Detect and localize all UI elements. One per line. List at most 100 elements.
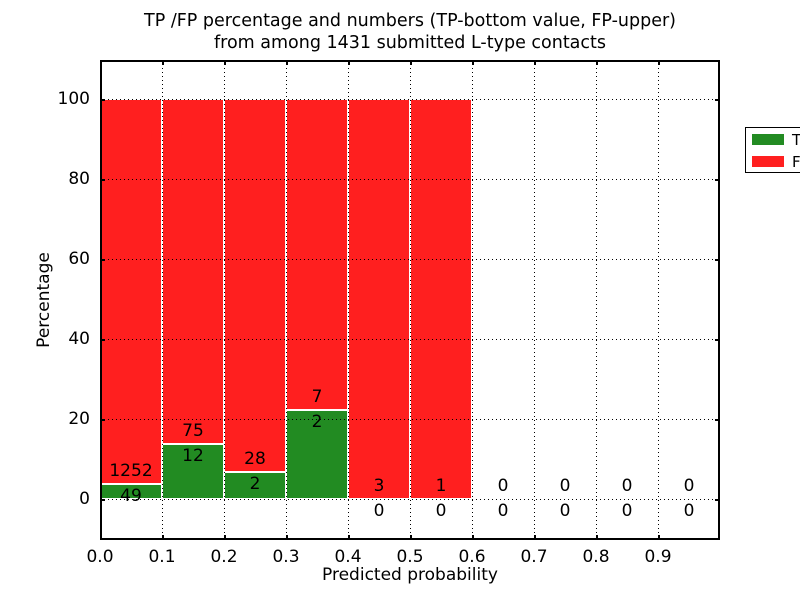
tp-count-label: 2 xyxy=(249,474,261,495)
tp-count-label: 0 xyxy=(435,501,447,521)
x-tick-mark xyxy=(472,535,474,540)
vertical-gridline xyxy=(534,60,535,540)
tp-count-label: 2 xyxy=(311,412,323,433)
x-tick-mark-top xyxy=(658,60,660,65)
y-tick-label: 40 xyxy=(68,329,90,349)
x-tick-label: 0.6 xyxy=(458,547,486,567)
x-tick-label: 0.0 xyxy=(86,547,114,567)
chart-title-line2: from among 1431 submitted L-type contact… xyxy=(213,33,607,53)
y-tick-mark xyxy=(100,339,105,341)
tp-count-label: 0 xyxy=(621,501,633,521)
x-tick-mark-top xyxy=(596,60,598,65)
x-tick-mark xyxy=(286,535,288,540)
y-tick-mark-right xyxy=(715,99,720,101)
horizontal-gridline xyxy=(100,339,720,340)
y-tick-label: 0 xyxy=(79,489,90,509)
legend-label-fp: FP xyxy=(792,152,800,171)
legend-label-tp: TP xyxy=(792,130,800,149)
fp-count-label: 7 xyxy=(311,387,323,408)
chart-title: TP /FP percentage and numbers (TP-bottom… xyxy=(90,10,730,54)
x-tick-mark-top xyxy=(162,60,164,65)
x-tick-mark-top xyxy=(286,60,288,65)
tp-count-label: 0 xyxy=(559,501,571,521)
legend: TP FP xyxy=(745,127,800,173)
tp-count-label: 49 xyxy=(120,485,142,506)
y-tick-mark-right xyxy=(715,339,720,341)
y-tick-label: 20 xyxy=(68,409,90,429)
x-tick-label: 0.9 xyxy=(644,547,672,567)
y-tick-mark xyxy=(100,499,105,501)
fp-count-label: 0 xyxy=(621,476,633,496)
vertical-gridline xyxy=(410,60,411,540)
fp-bar-segment xyxy=(100,99,162,484)
vertical-gridline xyxy=(286,60,287,540)
x-tick-mark xyxy=(162,535,164,540)
y-tick-mark xyxy=(100,179,105,181)
vertical-gridline xyxy=(224,60,225,540)
fp-count-label: 75 xyxy=(182,420,204,441)
legend-item-tp: TP xyxy=(746,129,800,150)
x-tick-mark xyxy=(224,535,226,540)
x-tick-label: 0.5 xyxy=(396,547,424,567)
fp-count-label: 28 xyxy=(244,449,266,470)
x-tick-label: 0.8 xyxy=(582,547,610,567)
x-tick-mark-top xyxy=(224,60,226,65)
x-tick-mark xyxy=(410,535,412,540)
x-tick-mark xyxy=(348,535,350,540)
chart-title-line1: TP /FP percentage and numbers (TP-bottom… xyxy=(144,11,676,31)
x-tick-label: 0.2 xyxy=(210,547,238,567)
y-tick-mark-right xyxy=(715,259,720,261)
vertical-gridline xyxy=(472,60,473,540)
fp-bar-segment xyxy=(286,99,348,411)
horizontal-gridline xyxy=(100,499,720,500)
tp-bar-segment xyxy=(286,410,348,499)
fp-bar-segment xyxy=(348,99,410,499)
fp-bar-segment xyxy=(224,99,286,473)
tp-count-label: 12 xyxy=(182,445,204,466)
x-tick-label: 0.3 xyxy=(272,547,300,567)
y-tick-mark-right xyxy=(715,179,720,181)
y-tick-label: 60 xyxy=(68,249,90,269)
horizontal-gridline xyxy=(100,259,720,260)
y-tick-label: 100 xyxy=(57,89,90,109)
x-tick-mark xyxy=(596,535,598,540)
tp-color-swatch xyxy=(752,134,784,145)
y-tick-label: 80 xyxy=(68,169,90,189)
tp-count-label: 0 xyxy=(373,501,385,521)
fp-color-swatch xyxy=(752,156,784,167)
fp-count-label: 3 xyxy=(373,476,385,496)
fp-count-label: 0 xyxy=(683,476,695,496)
fp-count-label: 0 xyxy=(497,476,509,496)
x-tick-mark xyxy=(100,535,102,540)
x-tick-mark-top xyxy=(472,60,474,65)
x-tick-mark xyxy=(658,535,660,540)
x-tick-mark-top xyxy=(410,60,412,65)
fp-count-label: 1 xyxy=(435,476,447,496)
tp-count-label: 0 xyxy=(497,501,509,521)
horizontal-gridline xyxy=(100,99,720,100)
x-tick-label: 0.1 xyxy=(148,547,176,567)
horizontal-gridline xyxy=(100,419,720,420)
x-tick-mark-top xyxy=(534,60,536,65)
x-tick-mark-top xyxy=(100,60,102,65)
vertical-gridline xyxy=(162,60,163,540)
fp-bar-segment xyxy=(162,99,224,444)
y-tick-mark xyxy=(100,259,105,261)
x-tick-label: 0.7 xyxy=(520,547,548,567)
x-tick-mark-top xyxy=(348,60,350,65)
plot-area: TP FP 1252 49 75 12 28 2 7 2 3 0 1 0 0 0 0 0 0 0 0 0 xyxy=(100,60,800,540)
fp-bar-segment xyxy=(410,99,472,499)
fp-count-label: 0 xyxy=(559,476,571,496)
vertical-gridline xyxy=(658,60,659,540)
tp-bar-segment xyxy=(162,443,224,499)
vertical-gridline xyxy=(348,60,349,540)
x-tick-mark xyxy=(534,535,536,540)
legend-item-fp: FP xyxy=(746,151,800,172)
x-axis-label: Predicted probability xyxy=(322,565,498,585)
fp-count-label: 1252 xyxy=(109,460,153,481)
y-tick-mark-right xyxy=(715,499,720,501)
y-tick-mark-right xyxy=(715,419,720,421)
y-tick-mark xyxy=(100,99,105,101)
tp-count-label: 0 xyxy=(683,501,695,521)
